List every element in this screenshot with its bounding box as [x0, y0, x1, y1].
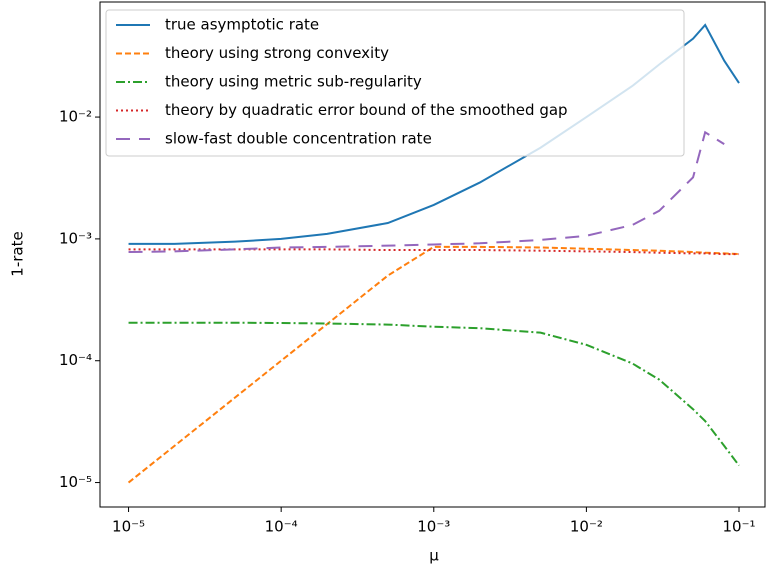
- y-tick-label: 10⁻³: [59, 229, 92, 247]
- y-tick-label: 10⁻⁴: [59, 351, 92, 369]
- x-tick-label: 10⁻⁵: [112, 518, 145, 536]
- legend-label: theory using strong convexity: [165, 44, 389, 62]
- series-line: [128, 248, 740, 256]
- x-tick-label: 10⁻⁴: [265, 518, 298, 536]
- y-tick-label: 10⁻²: [59, 108, 92, 126]
- series-line: [128, 23, 740, 245]
- legend-label: theory using metric sub-regularity: [165, 73, 422, 91]
- legend-label: theory by quadratic error bound of the s…: [165, 101, 568, 119]
- series-line: [128, 130, 725, 254]
- series-line: [127, 245, 740, 484]
- y-tick-label: 10⁻⁵: [59, 473, 92, 491]
- legend-label: true asymptotic rate: [165, 16, 319, 34]
- x-tick-label: 10⁻¹: [722, 518, 755, 536]
- x-tick-label: 10⁻²: [570, 518, 603, 536]
- x-axis-label: μ: [429, 547, 439, 565]
- legend-box: [105, 9, 685, 157]
- plot-frame: [99, 1, 766, 508]
- y-axis-label: 1-rate: [9, 231, 27, 276]
- x-tick-label: 10⁻³: [417, 518, 450, 536]
- legend-label: slow-fast double concentration rate: [165, 130, 432, 148]
- series-line: [128, 321, 740, 467]
